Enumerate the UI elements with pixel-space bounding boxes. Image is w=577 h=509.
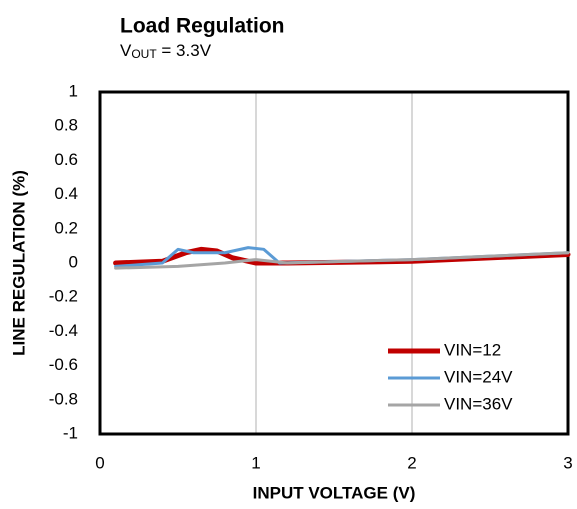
y-tick-label: 0.2 [54,218,78,237]
series-line [114,251,570,270]
legend-label: VIN=12 [444,340,501,359]
y-axis-label: LINE REGULATION (%) [9,170,28,356]
y-tick-label: 0.8 [54,116,78,135]
y-tick-label: 0.6 [54,150,78,169]
y-tick-label: -1 [63,423,78,442]
y-tick-label: 0.4 [54,184,78,203]
y-tick-label: 1 [69,81,78,100]
subtitle-sub: OUT [131,47,157,61]
subtitle-rest: = 3.3V [157,41,212,60]
chart-subtitle: VOUT = 3.3V [120,41,212,61]
legend-label: VIN=36V [444,394,513,413]
y-tick-label: -0.4 [49,321,78,340]
x-axis-label: INPUT VOLTAGE (V) [253,483,416,502]
plot-frame [98,90,570,436]
subtitle-main: V [120,41,132,60]
y-tick-label: -0.6 [49,355,78,374]
x-tick-label: 0 [95,453,104,472]
chart-title: Load Regulation [120,15,285,38]
x-tick-label: 1 [251,453,260,472]
y-tick-label: -0.8 [49,389,78,408]
x-tick-label: 2 [407,453,416,472]
y-tick-label: 0 [69,252,78,271]
x-tick-label: 3 [563,453,572,472]
y-tick-label: -0.2 [49,287,78,306]
legend-label: VIN=24V [444,367,513,386]
